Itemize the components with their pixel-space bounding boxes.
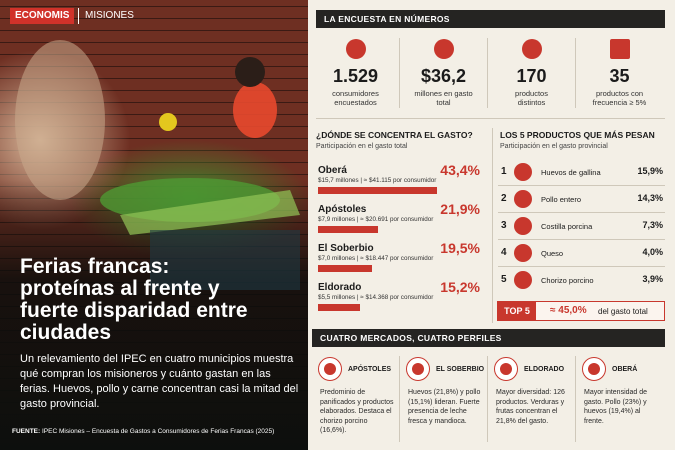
city-detail: $7,9 millones | ≈ $20.691 por consumidor: [318, 216, 434, 223]
market-text: Predominio de panificados y productos el…: [320, 389, 394, 434]
product-icon: [514, 190, 532, 208]
photo-shapes: [15, 40, 300, 290]
source-label: FUENTE:: [12, 428, 41, 435]
source-text: IPEC Misiones – Encuesta de Gastos a Con…: [41, 428, 275, 435]
stat-icon: [610, 39, 630, 59]
share-bar: [318, 304, 360, 311]
city-detail: $5,5 millones | ≈ $14.368 por consumidor: [318, 294, 434, 301]
city-name: El Soberbio: [318, 243, 374, 254]
top5-total-value: ≈ 45,0%: [550, 305, 587, 316]
source: FUENTE: IPEC Misiones – Encuesta de Gast…: [12, 428, 302, 435]
stats-title: LA ENCUESTA EN NÚMEROS: [316, 10, 665, 28]
spend-subtitle: Participación en el gasto total: [316, 143, 408, 150]
card-divider: [399, 356, 400, 442]
row-divider: [498, 212, 665, 213]
share-bar: [318, 226, 379, 233]
product-share: 14,3%: [637, 193, 663, 203]
city-name: Oberá: [318, 165, 347, 176]
market-icon-inner: [500, 363, 512, 375]
rank: 4: [501, 247, 507, 258]
headline: Ferias francas: proteínas al frente y fu…: [20, 255, 248, 344]
market-name: APÓSTOLES: [348, 366, 392, 373]
market-name: EL SOBERBIO: [436, 366, 485, 373]
market-text: Mayor diversidad: 126 productos. Verdura…: [496, 389, 565, 425]
product-name: Pollo entero: [541, 195, 582, 204]
product-name: Costilla porcina: [541, 222, 593, 231]
stat-icon: [346, 39, 366, 59]
product-icon: [514, 271, 532, 289]
share-bar: [318, 265, 372, 272]
market-icon-inner: [412, 363, 424, 375]
product-share: 4,0%: [642, 247, 663, 257]
city-share: 21,9%: [440, 201, 480, 217]
market-text: Huevos (21,8%) y pollo (15,1%) lideran. …: [408, 389, 481, 425]
market-icon-inner: [324, 363, 336, 375]
city-detail: $15,7 millones | ≈ $41.115 por consumido…: [318, 177, 437, 184]
stat-icon: [522, 39, 542, 59]
city-share: 19,5%: [440, 240, 480, 256]
divider: [492, 128, 493, 323]
city-name: Apóstoles: [318, 204, 367, 215]
stat-divider: [575, 38, 576, 108]
top5-title: LOS 5 PRODUCTOS QUE MÁS PESAN: [500, 130, 655, 140]
stat-divider: [399, 38, 400, 108]
stat-label: productos con frecuencia ≥ 5%: [592, 89, 647, 107]
card-divider: [487, 356, 488, 442]
row-divider: [498, 185, 665, 186]
rank: 2: [501, 193, 507, 204]
card-divider: [575, 356, 576, 442]
stat-value: 35: [609, 66, 630, 86]
markets-title: CUATRO MERCADOS, CUATRO PERFILES: [312, 329, 665, 347]
divider: [316, 118, 665, 119]
rank: 5: [501, 274, 507, 285]
photo: ECONOMIS MISIONES Ferias francas: proteí…: [0, 0, 308, 450]
stat-label: productos distintos: [515, 89, 548, 107]
stat-value: $36,2: [420, 66, 467, 86]
market-name: ELDORADO: [524, 366, 565, 373]
market-icon: [494, 357, 518, 381]
rank: 1: [501, 166, 507, 177]
spend-title: ¿DÓNDE SE CONCENTRA EL GASTO?: [316, 130, 473, 140]
product-share: 15,9%: [637, 166, 663, 176]
share-bar: [318, 187, 438, 194]
top5-subtitle: Participación en el gasto provincial: [500, 143, 608, 150]
market-icon-inner: [588, 363, 600, 375]
rank: 3: [501, 220, 507, 231]
top5-total: TOP 5 ≈ 45,0% del gasto total: [497, 301, 665, 321]
product-name: Queso: [541, 249, 564, 258]
city-share: 15,2%: [440, 279, 480, 295]
product-name: Chorizo porcino: [541, 276, 594, 285]
product-icon: [514, 217, 532, 235]
stat-divider: [487, 38, 488, 108]
brand-name: ECONOMIS: [10, 8, 74, 24]
market-text: Mayor intensidad de gasto. Pollo (23%) y…: [584, 389, 648, 425]
stat-value: 170: [516, 66, 547, 86]
city-name: Eldorado: [318, 282, 362, 293]
stat-label: millones en gasto total: [414, 89, 473, 107]
product-icon: [514, 244, 532, 262]
row-divider: [498, 239, 665, 240]
lead: Un relevamiento del IPEC en cuatro munic…: [20, 353, 299, 410]
stat-icon: [434, 39, 454, 59]
product-share: 3,9%: [642, 274, 663, 284]
city-share: 43,4%: [440, 162, 480, 178]
city-detail: $7,0 millones | ≈ $18.447 por consumidor: [318, 255, 434, 262]
top5-total-text: del gasto total: [598, 307, 648, 316]
top5-badge: TOP 5: [498, 302, 536, 320]
product-share: 7,3%: [642, 220, 663, 230]
stat-label: consumidores encuestados: [332, 89, 379, 107]
market-name: OBERÁ: [612, 366, 638, 373]
brand-section: MISIONES: [78, 8, 140, 24]
stat-value: 1.529: [332, 66, 379, 86]
product-name: Huevos de gallina: [541, 168, 601, 177]
row-divider: [498, 266, 665, 267]
product-icon: [514, 163, 532, 181]
